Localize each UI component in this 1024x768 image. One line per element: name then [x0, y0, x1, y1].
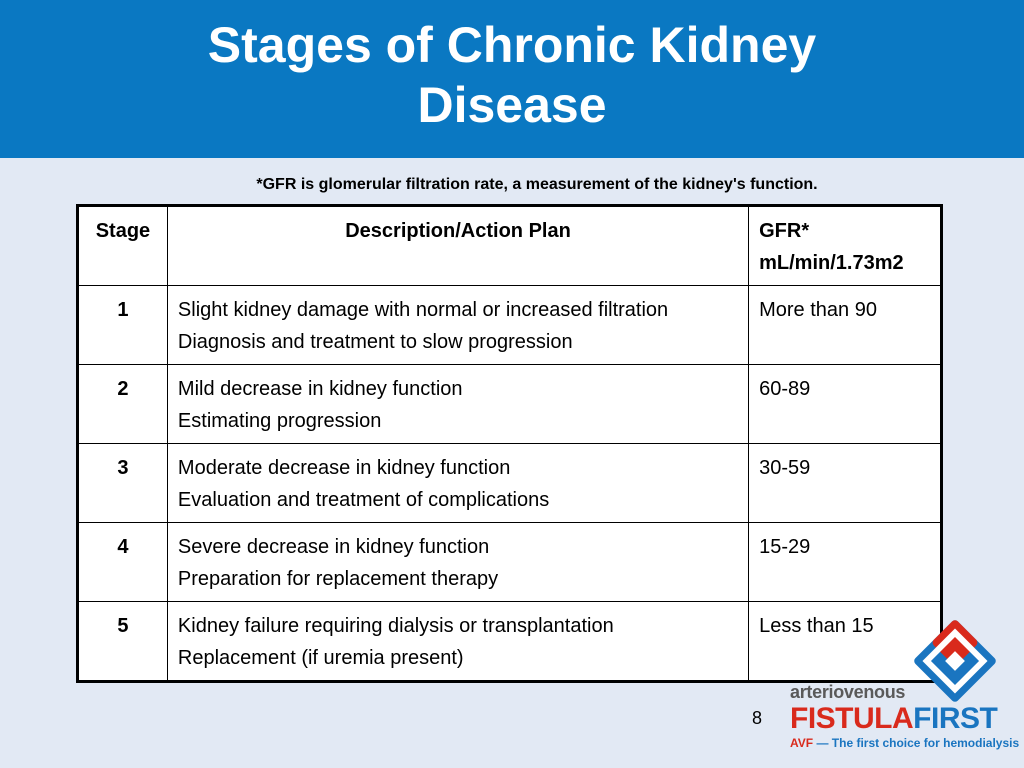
header-gfr: GFR* mL/min/1.73m2 [748, 205, 942, 286]
cell-gfr: Less than 15 [748, 601, 942, 682]
description-line2: Replacement (if uremia present) [177, 647, 464, 669]
table-row: 4 Severe decrease in kidney function Prep… [77, 522, 942, 602]
fistula-first-logo: arteriovenous FISTULAFIRST AVF — The fir… [782, 618, 1019, 758]
cell-stage: 4 [77, 522, 168, 602]
cell-stage: 5 [77, 601, 168, 682]
cell-description: Mild decrease in kidney function Estimati… [166, 364, 750, 444]
cell-gfr: 15-29 [748, 522, 942, 602]
cell-gfr: More than 90 [748, 285, 942, 365]
description-line2: Estimating progression [177, 410, 382, 432]
logo-tag-text: — The first choice for hemodialysis [813, 736, 1020, 750]
table-row: 3 Moderate decrease in kidney function Ev… [77, 443, 942, 523]
description-line2: Diagnosis and treatment to slow progress… [177, 331, 573, 353]
fistula-first-logo-icon [914, 620, 996, 702]
gfr-footnote: *GFR is glomerular filtration rate, a me… [256, 176, 818, 193]
description-line1: Slight kidney damage with normal or incr… [177, 299, 669, 321]
logo-word-fistula: FISTULA [790, 702, 914, 735]
description-line1: Kidney failure requiring dialysis or tra… [177, 615, 614, 637]
logo-word-first: FIRST [913, 702, 998, 735]
header-stage: Stage [77, 205, 168, 286]
cell-stage: 3 [77, 443, 168, 523]
logo-tag-abbrev: AVF [790, 736, 814, 750]
slide-title: Stages of Chronic Kidney Disease [207, 17, 817, 133]
title-banner: Stages of Chronic Kidney Disease [0, 0, 1024, 158]
cell-gfr: 60-89 [748, 364, 942, 444]
table-header-row: Stage Description/Action Plan GFR* mL/min… [77, 205, 942, 286]
description-line1: Moderate decrease in kidney function [177, 457, 511, 479]
cell-description: Slight kidney damage with normal or incr… [166, 285, 750, 365]
cell-description: Kidney failure requiring dialysis or tra… [166, 601, 750, 682]
cell-stage: 2 [77, 364, 168, 444]
description-line2: Preparation for replacement therapy [177, 568, 499, 590]
table-row: 2 Mild decrease in kidney function Estima… [77, 364, 942, 444]
header-gfr-line2: mL/min/1.73m2 [759, 252, 904, 274]
cell-stage: 1 [77, 285, 168, 365]
description-line2: Evaluation and treatment of complication… [177, 489, 550, 511]
header-description: Description/Action Plan [166, 205, 750, 286]
table-row: 5 Kidney failure requiring dialysis or t… [77, 601, 942, 682]
logo-small-text: arteriovenous [790, 682, 906, 702]
cell-description: Moderate decrease in kidney function Eval… [166, 443, 750, 523]
description-line1: Mild decrease in kidney function [177, 378, 463, 400]
cell-gfr: 30-59 [748, 443, 942, 523]
logo-tagline: AVF — The first choice for hemodialysis [790, 736, 1019, 750]
description-line1: Severe decrease in kidney function [177, 536, 490, 558]
cell-description: Severe decrease in kidney function Prepar… [166, 522, 750, 602]
table-row: 1 Slight kidney damage with normal or in… [77, 285, 942, 365]
header-gfr-line1: GFR* [759, 220, 810, 242]
page-number: 8 [752, 708, 763, 728]
ckd-stages-table: Stage Description/Action Plan GFR* mL/min… [76, 204, 943, 683]
logo-wordmark: FISTULAFIRST [790, 702, 998, 736]
